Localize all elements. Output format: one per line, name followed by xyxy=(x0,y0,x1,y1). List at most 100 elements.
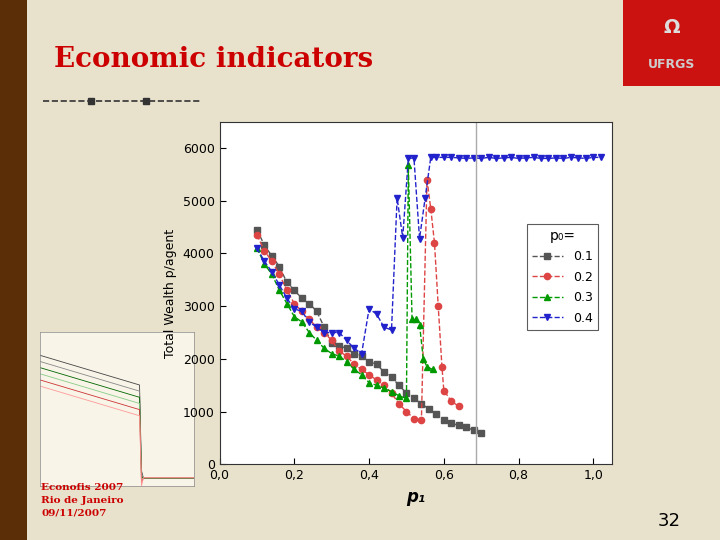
0.2 xyxy=(439,387,448,394)
0.4 xyxy=(328,329,336,336)
0.2 xyxy=(357,366,366,373)
0.1 xyxy=(260,242,269,249)
0.4 xyxy=(507,154,516,160)
0.2 xyxy=(282,287,291,294)
0.4 xyxy=(582,155,590,161)
0.1 xyxy=(268,253,276,259)
0.3 xyxy=(415,321,424,328)
Text: Econofis 2007: Econofis 2007 xyxy=(41,483,123,492)
0.2 xyxy=(335,348,343,354)
0.3 xyxy=(320,345,328,352)
0.2 xyxy=(290,300,299,307)
0.2 xyxy=(426,205,435,212)
0.1 xyxy=(290,287,299,294)
0.4 xyxy=(454,154,463,161)
0.4 xyxy=(439,154,448,160)
0.4 xyxy=(350,345,359,352)
0.1 xyxy=(379,369,388,375)
0.2 xyxy=(342,353,351,360)
0.2 xyxy=(372,377,381,383)
0.2 xyxy=(438,363,446,370)
0.2 xyxy=(260,247,269,254)
0.4 xyxy=(404,155,413,161)
0.3 xyxy=(387,388,396,395)
0.4 xyxy=(477,155,485,161)
0.4 xyxy=(297,308,306,315)
0.1 xyxy=(320,324,328,330)
0.2 xyxy=(430,240,438,246)
0.4 xyxy=(432,154,441,160)
0.1 xyxy=(447,420,456,427)
0.4 xyxy=(320,329,328,336)
Y-axis label: Total Wealth p/agent: Total Wealth p/agent xyxy=(164,228,177,357)
0.4 xyxy=(372,311,381,318)
0.2 xyxy=(434,303,443,309)
0.4 xyxy=(420,195,429,201)
Line: 0.3: 0.3 xyxy=(254,161,436,402)
0.4 xyxy=(567,154,575,160)
0.1 xyxy=(417,401,426,407)
0.4 xyxy=(282,295,291,301)
0.2 xyxy=(423,176,431,183)
0.3 xyxy=(328,350,336,357)
0.4 xyxy=(485,154,493,160)
0.3 xyxy=(275,287,284,294)
0.1 xyxy=(297,295,306,301)
0.3 xyxy=(297,319,306,325)
0.4 xyxy=(410,154,418,161)
0.3 xyxy=(282,300,291,307)
0.4 xyxy=(357,350,366,357)
0.3 xyxy=(290,313,299,320)
0.4 xyxy=(552,154,560,161)
0.3 xyxy=(419,356,428,362)
0.2 xyxy=(447,398,456,404)
Line: 0.4: 0.4 xyxy=(254,154,604,357)
0.1 xyxy=(462,424,471,431)
Text: Ω: Ω xyxy=(663,18,680,37)
Line: 0.1: 0.1 xyxy=(254,226,485,436)
0.4 xyxy=(398,234,407,241)
0.4 xyxy=(305,319,314,325)
0.4 xyxy=(335,329,343,336)
0.2 xyxy=(417,417,426,423)
0.3 xyxy=(402,395,411,402)
0.4 xyxy=(544,155,553,161)
0.1 xyxy=(395,382,403,388)
0.2 xyxy=(312,324,321,330)
X-axis label: p₁: p₁ xyxy=(406,488,426,506)
0.1 xyxy=(439,416,448,423)
0.3 xyxy=(404,161,413,168)
0.4 xyxy=(559,155,568,161)
0.4 xyxy=(492,155,500,161)
0.3 xyxy=(428,366,437,373)
0.2 xyxy=(387,390,396,396)
0.3 xyxy=(395,393,403,399)
0.1 xyxy=(432,411,441,417)
0.4 xyxy=(275,282,284,288)
0.2 xyxy=(395,401,403,407)
0.1 xyxy=(335,342,343,349)
0.3 xyxy=(312,337,321,343)
Line: 0.2: 0.2 xyxy=(254,177,462,423)
0.3 xyxy=(268,271,276,278)
0.4 xyxy=(342,337,351,343)
0.4 xyxy=(469,154,478,161)
0.3 xyxy=(335,353,343,360)
0.4 xyxy=(522,154,531,161)
0.2 xyxy=(320,329,328,336)
0.4 xyxy=(426,154,435,160)
0.1 xyxy=(477,429,485,436)
0.2 xyxy=(305,316,314,322)
0.3 xyxy=(342,359,351,365)
0.3 xyxy=(412,316,420,322)
0.4 xyxy=(365,306,374,312)
0.4 xyxy=(574,154,582,161)
0.1 xyxy=(387,374,396,381)
0.2 xyxy=(402,408,411,415)
0.3 xyxy=(379,384,388,391)
0.3 xyxy=(423,363,431,370)
0.4 xyxy=(379,324,388,330)
0.2 xyxy=(350,361,359,367)
0.4 xyxy=(260,258,269,265)
0.4 xyxy=(387,327,396,333)
